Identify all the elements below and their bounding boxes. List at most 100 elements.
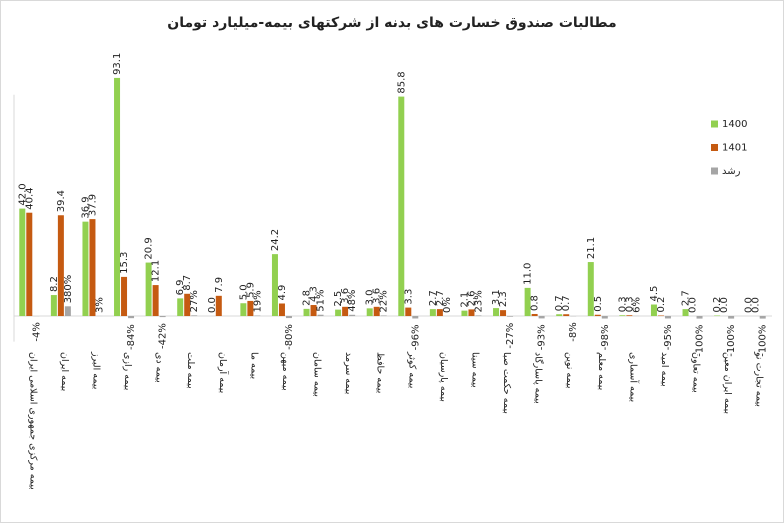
bar <box>594 314 601 317</box>
data-label: 51% <box>316 289 327 311</box>
data-label: 20.9 <box>144 237 155 259</box>
bar <box>114 77 121 317</box>
bar <box>271 254 278 317</box>
x-tick-label: بیمه حکمت صبا <box>501 352 512 414</box>
data-label: 27% <box>189 290 200 312</box>
data-label: 2.5 <box>333 291 344 307</box>
bar <box>89 219 96 317</box>
bar <box>759 316 766 319</box>
data-label: 19% <box>252 290 263 312</box>
data-label: 8.2 <box>49 276 60 292</box>
data-label: 6% <box>631 297 642 313</box>
data-label: 15.3 <box>119 252 130 274</box>
x-tick-label: بیمه ما <box>248 352 259 379</box>
bar <box>50 295 57 317</box>
data-label: -96% <box>410 324 421 350</box>
bar <box>405 307 412 317</box>
bar <box>538 316 545 319</box>
bar <box>664 316 671 319</box>
data-label: 0.5 <box>593 296 604 312</box>
bar <box>619 315 626 317</box>
data-label: 85.8 <box>396 71 407 93</box>
data-label: 3.0 <box>365 289 376 305</box>
data-label: 3.3 <box>403 289 414 305</box>
data-label: 0.7 <box>554 295 565 311</box>
data-label: 36.9 <box>80 196 91 218</box>
data-label: 5.9 <box>245 282 256 298</box>
bar <box>366 308 373 317</box>
data-label: -98% <box>600 325 611 351</box>
data-label: -80% <box>284 324 295 350</box>
data-label: 6.9 <box>175 279 186 295</box>
bar <box>412 316 419 319</box>
x-tick-label: بیمه رازی <box>122 352 133 390</box>
bar <box>285 316 292 319</box>
data-label: 0.0 <box>751 297 762 313</box>
data-label: 8.7 <box>182 275 193 291</box>
bar <box>429 309 436 317</box>
bar <box>26 212 33 317</box>
x-tick-label: بیمه سامان <box>312 352 323 397</box>
data-label: 2.7 <box>435 290 446 306</box>
bar <box>121 276 128 317</box>
bar <box>524 287 531 317</box>
data-label: 2.7 <box>428 290 439 306</box>
x-tick-label: بیمه امید <box>659 352 670 387</box>
bar <box>373 306 380 317</box>
legend-label: رشد <box>722 166 741 177</box>
bar <box>278 303 285 317</box>
bar <box>682 309 689 317</box>
data-label: 3.6 <box>340 288 351 304</box>
x-tick-label: بیمه تعاون <box>691 352 702 393</box>
data-label: 21.1 <box>586 237 597 259</box>
data-label: 3% <box>94 297 105 313</box>
legend-swatch <box>711 167 718 175</box>
bar <box>184 293 191 317</box>
bar <box>317 314 324 317</box>
bar <box>57 215 64 317</box>
bar <box>507 316 514 317</box>
data-label: -27% <box>505 323 516 349</box>
bar <box>191 315 198 317</box>
data-label: 37.9 <box>87 194 98 216</box>
bar <box>500 310 507 317</box>
bar <box>215 295 222 317</box>
bar <box>310 305 317 317</box>
bar <box>240 303 247 317</box>
x-tick-label: بیمه حافظ <box>375 352 386 393</box>
data-label: 23% <box>473 290 484 312</box>
x-tick-label: بیمه آرمان <box>217 352 230 393</box>
data-label: -95% <box>663 324 674 350</box>
data-label: 7.9 <box>214 277 225 293</box>
data-label: 5.0 <box>238 284 249 300</box>
data-label: 0.8 <box>530 295 541 311</box>
bar <box>342 306 349 317</box>
chart-title: مطالبات صندوق خسارت های بدنه از شرکتهای … <box>167 15 616 31</box>
data-label: 0.7 <box>561 295 572 311</box>
bar <box>247 300 254 317</box>
bar <box>601 316 608 319</box>
bar <box>128 316 135 319</box>
data-label: 40.4 <box>24 187 35 209</box>
data-label: 0.0 <box>688 297 699 313</box>
data-label: 93.1 <box>112 53 123 75</box>
legend-label: 1401 <box>722 143 747 154</box>
data-label: -100% <box>695 325 706 357</box>
data-label: -4% <box>31 322 42 341</box>
x-tick-label: بیمه آسماری <box>627 352 640 402</box>
data-label: -93% <box>537 324 548 350</box>
bar <box>461 310 468 317</box>
bar <box>468 309 475 317</box>
data-label: 0.2 <box>656 297 667 313</box>
bar <box>152 285 159 317</box>
bar <box>303 308 310 317</box>
bar <box>493 308 500 317</box>
data-label: -100% <box>726 325 737 357</box>
data-label: 11.0 <box>523 263 534 285</box>
legend-label: 1400 <box>722 119 747 130</box>
data-label: -42% <box>158 323 169 349</box>
bar <box>626 315 633 317</box>
x-tick-label: بیمه معلم <box>596 352 607 390</box>
data-label: 0% <box>442 297 453 313</box>
